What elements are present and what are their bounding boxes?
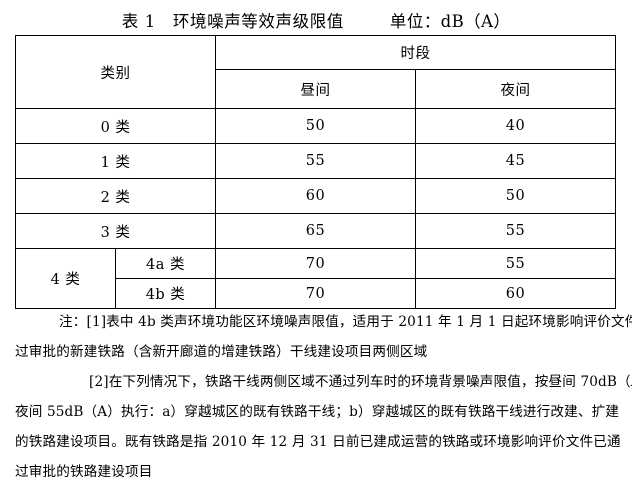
table-header-row-1: 类别 时段 [15, 35, 616, 109]
header-nighttime: 夜间 [415, 69, 616, 109]
table-row: 4b 类 70 60 [16, 278, 616, 309]
row-day-value: 65 [215, 213, 416, 249]
table-notes: 注：[1]表中 4b 类声环境功能区环境噪声限值，适用于 2011 年 1 月 … [15, 307, 632, 487]
row-night-value: 40 [415, 108, 616, 144]
table-row: 0 类 50 40 [15, 108, 616, 144]
row-day-value: 50 [215, 108, 416, 144]
header-daytime: 昼间 [215, 69, 416, 109]
header-category: 类别 [15, 35, 216, 109]
row-subcategory: 4b 类 [115, 278, 216, 309]
note-2-line-3: 的铁路建设项目。既有铁路是指 2010 年 12 月 31 日前已建成运营的铁路… [15, 434, 621, 450]
note-2-line-1: [2]在下列情况下，铁路干线两侧区域不通过列车时的环境背景噪声限值，按昼间 70… [89, 374, 632, 390]
row-category: 1 类 [15, 143, 216, 179]
noise-limit-table: 类别 时段 昼间 夜间 0 类 50 40 1 类 55 45 2 类 60 5… [15, 35, 616, 309]
row-category: 2 类 [15, 178, 216, 214]
header-period: 时段 [215, 35, 616, 70]
row-day-value: 70 [215, 278, 416, 309]
row-category: 3 类 [15, 213, 216, 249]
note-2-line-2: 夜间 55dB（A）执行：a）穿越城区的既有铁路干线；b）穿越城区的既有铁路干线… [15, 404, 620, 420]
table-caption: 表 1 环境噪声等效声级限值 单位：dB（A） [0, 6, 632, 33]
note-1-line-1: 注：[1]表中 4b 类声环境功能区环境噪声限值，适用于 2011 年 1 月 … [59, 314, 632, 330]
row-night-value: 50 [415, 178, 616, 214]
row-category-group4: 4 类 [15, 248, 116, 309]
row-night-value: 60 [415, 278, 616, 309]
row-subcategory: 4a 类 [115, 248, 216, 279]
row-night-value: 55 [415, 248, 616, 279]
table-row: 1 类 55 45 [15, 143, 616, 179]
row-night-value: 45 [415, 143, 616, 179]
row-day-value: 55 [215, 143, 416, 179]
row-day-value: 60 [215, 178, 416, 214]
row-category: 0 类 [15, 108, 216, 144]
table-unit-label: 单位：dB（A） [389, 11, 511, 31]
row-night-value: 55 [415, 213, 616, 249]
table-row: 3 类 65 55 [15, 213, 616, 249]
table-caption-text: 表 1 环境噪声等效声级限值 [121, 11, 344, 31]
note-2-line-4: 过审批的铁路建设项目 [15, 464, 153, 480]
table-row: 4 类 4a 类 70 55 [15, 248, 616, 309]
table-header-row-2: 昼间 夜间 [16, 69, 616, 109]
note-1-line-2: 过审批的新建铁路（含新开廊道的增建铁路）干线建设项目两侧区域 [15, 344, 428, 360]
row-day-value: 70 [215, 248, 416, 279]
table-row: 2 类 60 50 [15, 178, 616, 214]
